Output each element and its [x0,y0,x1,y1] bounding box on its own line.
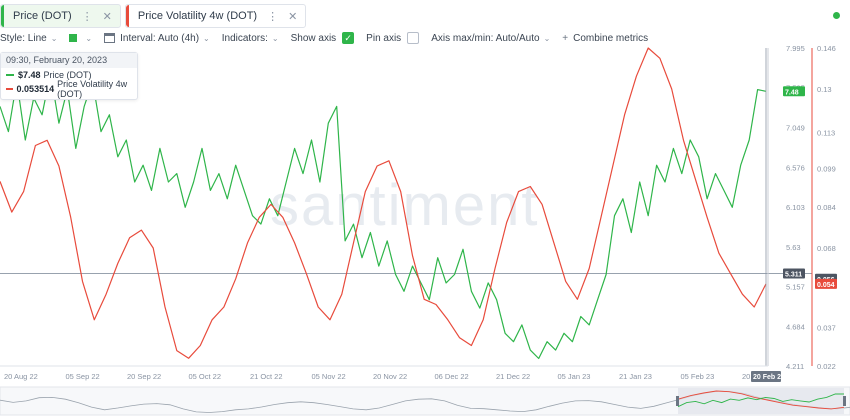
metric-tabs: Price (DOT) ⋮ ✕ Price Volatility 4w (DOT… [0,4,307,28]
x-axis-tick-label: 20 Aug 22 [4,372,38,381]
navigator-price-line [677,393,845,408]
navigator[interactable] [0,386,850,416]
tooltip-time: 09:30, February 20, 2023 [1,53,137,68]
volatility-current-badge: 0.054 [817,282,835,289]
price-axis-tick-label: 6.576 [786,163,805,172]
chevron-down-icon: ⌄ [50,33,58,43]
price-axis-tick-label: 5.63 [786,243,801,252]
price-axis-tick-label: 5.157 [786,283,805,292]
style-select[interactable]: Style: Line ⌄ [0,33,57,44]
volatility-axis-tick-label: 0.068 [817,244,836,253]
x-axis-tick-label: 05 Sep 22 [66,372,100,381]
series-color-bar [125,5,129,27]
pin-axis-toggle[interactable]: Pin axis [366,32,420,44]
indicators-select[interactable]: Indicators: ⌄ [222,33,279,44]
volatility-series-line [0,47,767,359]
style-label: Style: Line [0,32,47,44]
chevron-down-icon: ⌄ [543,33,551,43]
calendar-icon [104,33,116,43]
price-cross-badge: 5.311 [785,272,802,279]
tooltip-price-value: $7.48 [18,70,41,80]
axis-maxmin-select[interactable]: Axis max/min: Auto/Auto ⌄ [431,33,550,44]
pin-axis-label: Pin axis [366,32,402,44]
plot-area [0,47,812,366]
x-axis-tick-label: 21 Oct 22 [250,372,283,381]
x-axis-tick-label: 21 Jan 23 [619,372,652,381]
price-axis-tick-label: 4.211 [786,362,804,371]
volatility-axis-tick-label: 0.037 [817,324,836,333]
live-status-indicator [833,12,840,19]
price-axis-tick-label: 7.049 [786,124,805,133]
x-axis-tick-label: 05 Jan 23 [558,372,591,381]
x-axis-tick-label: 20 Nov 22 [373,372,407,381]
more-options-icon[interactable]: ⋮ [267,10,279,23]
volatility-axis-tick-label: 0.099 [817,165,836,174]
series-line-swatch [6,74,14,76]
plus-icon: + [562,32,569,44]
series-line-swatch [6,88,13,90]
x-axis-tick-label: 05 Nov 22 [312,372,346,381]
axis-maxmin-label: Axis max/min: Auto/Auto [431,32,540,44]
show-axis-toggle[interactable]: Show axis ✓ [291,32,355,44]
interval-select[interactable]: Interval: Auto (4h) ⌄ [104,33,210,44]
navigator-handle-right [843,396,846,406]
x-cursor-badge: 20 Feb 23 [753,374,785,381]
volatility-axis-tick-label: 0.113 [817,129,835,138]
price-cross-badge-bg [783,268,805,279]
watermark-text: santiment [270,173,539,238]
navigator-selection [678,388,844,414]
indicators-label: Indicators: [221,32,268,44]
tooltip-price-label: Price (DOT) [43,70,92,80]
price-current-badge: 7.48 [785,89,799,96]
more-options-icon[interactable]: ⋮ [81,10,93,23]
series-color-bar [1,5,4,27]
x-axis-tick-label: 05 Oct 22 [189,372,222,381]
volatility-axis-tick-label: 0.146 [817,44,836,53]
price-axis-tick-label: 4.684 [786,322,805,331]
volatility-current-badge-bg [815,278,837,289]
checkbox-empty-icon[interactable] [407,32,420,44]
volatility-axis-tick-label: 0.13 [817,85,832,94]
chevron-down-icon: ⌄ [271,33,279,43]
crosshair-tooltip: 09:30, February 20, 2023 $7.48 Price (DO… [0,52,138,100]
interval-label: Interval: Auto (4h) [120,32,200,44]
axes: 7.9957.5257.0496.5766.1035.635.1574.6844… [0,44,837,382]
x-axis-tick-label: 06 Dec 22 [435,372,469,381]
close-icon[interactable]: ✕ [288,10,298,23]
tab-label: Price (DOT) [13,10,72,22]
tooltip-row-price: $7.48 Price (DOT) [1,68,137,82]
price-current-badge-bg [783,86,805,97]
x-axis-tick-label: 20 Sep 22 [127,372,161,381]
color-swatch [69,34,78,42]
price-series-line [0,72,767,360]
checkmark-icon[interactable]: ✓ [342,32,355,44]
navigator-handle-left [676,396,679,406]
close-icon[interactable]: ✕ [102,10,112,23]
tab-price-dot[interactable]: Price (DOT) ⋮ ✕ [0,4,121,28]
tooltip-vol-value: 0.053514 [16,84,55,94]
chevron-down-icon: ⌄ [203,33,210,43]
x-axis-tick-label: 21 Dec 22 [496,372,530,381]
tooltip-vol-label: Price Volatility 4w (DOT) [57,79,128,99]
combine-label: Combine metrics [573,32,649,44]
x-cursor-badge-bg [751,371,781,382]
color-select[interactable]: ⌄ [69,34,92,43]
price-axis-tick-label: 7.995 [786,44,805,53]
chart-toolbar: Style: Line ⌄ ⌄ Interval: Auto (4h) ⌄ Indi… [0,30,660,46]
volatility-axis-tick-label: 0.084 [817,203,836,212]
show-axis-label: Show axis [290,32,337,44]
chevron-down-icon: ⌄ [85,33,93,43]
x-axis-tick-label: 05 Feb 23 [681,372,715,381]
price-axis-tick-label: 6.103 [786,203,805,212]
tab-label: Price Volatility 4w (DOT) [137,10,258,22]
combine-metrics-button[interactable]: + Combine metrics [562,33,648,44]
tab-price-volatility[interactable]: Price Volatility 4w (DOT) ⋮ ✕ [124,4,307,28]
volatility-axis-tick-label: 0.022 [817,362,836,371]
tooltip-row-volatility: 0.053514 Price Volatility 4w (DOT) [1,79,137,99]
